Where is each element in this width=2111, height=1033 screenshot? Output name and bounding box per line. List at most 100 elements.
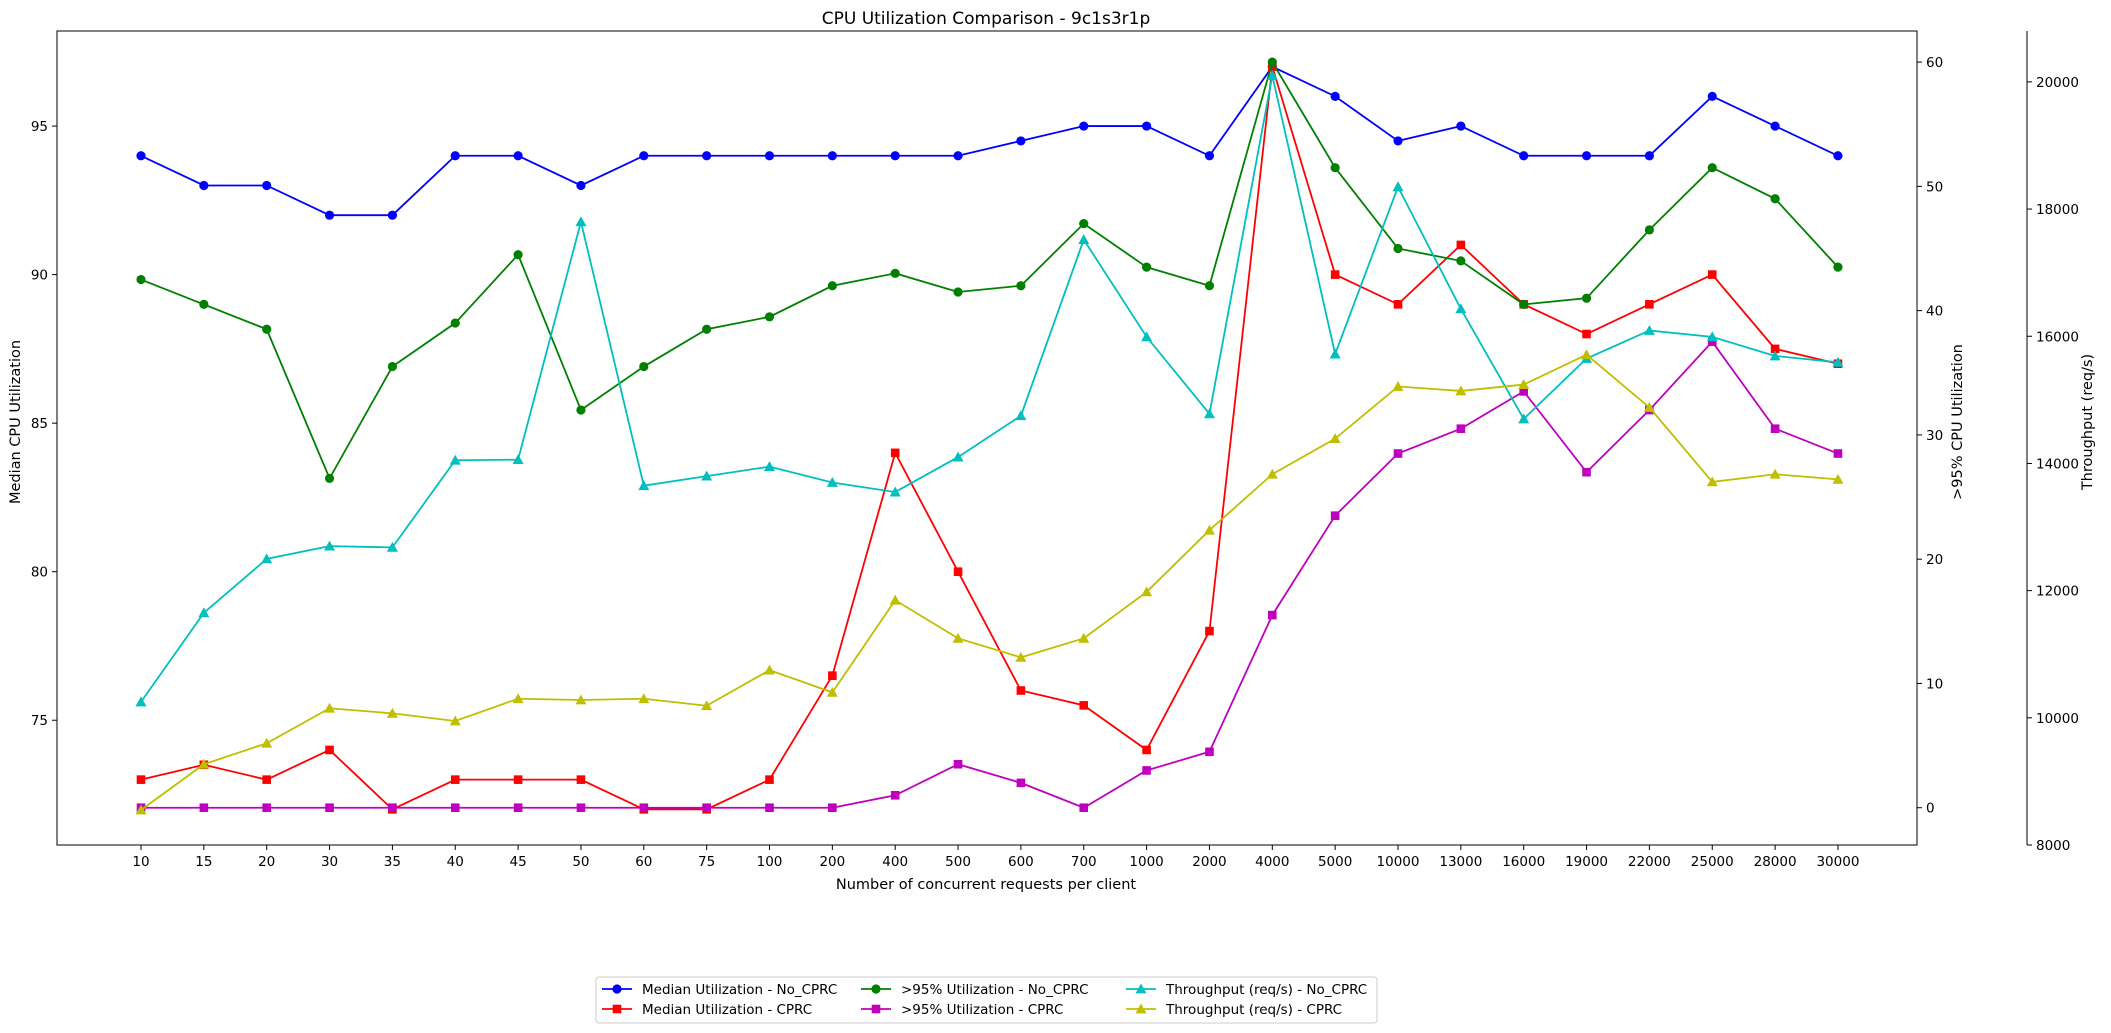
data-point: [1266, 468, 1278, 479]
data-point: [701, 700, 713, 711]
x-tick-label: 600: [1008, 854, 1034, 870]
data-point: [890, 151, 900, 161]
legend-swatch-marker: [612, 1004, 622, 1014]
y-tick-label-right1: 10: [1926, 676, 1943, 692]
y-tick-label-left: 90: [31, 268, 48, 284]
data-point: [1329, 348, 1341, 359]
data-point: [324, 540, 336, 551]
x-tick-label: 60: [635, 854, 652, 870]
data-point: [575, 694, 587, 705]
x-tick-label: 100: [757, 854, 783, 870]
y-tick-label-left: 85: [31, 416, 48, 432]
data-point: [1832, 356, 1844, 367]
x-tick-label: 40: [447, 854, 464, 870]
data-point: [1643, 401, 1655, 412]
data-point: [826, 477, 838, 487]
chart-title: CPU Utilization Comparison - 9c1s3r1p: [822, 9, 1151, 29]
data-point: [1707, 270, 1717, 279]
data-point: [828, 803, 837, 813]
data-point: [1267, 57, 1277, 67]
data-point: [1205, 747, 1214, 757]
y-tick-label-right1: 60: [1926, 55, 1943, 71]
data-point: [952, 451, 964, 462]
legend-label: >95% Utilization - No_CPRC: [901, 982, 1089, 998]
data-point: [576, 180, 586, 191]
y-tick-label-right2: 8000: [2036, 838, 2070, 854]
data-point: [1016, 778, 1026, 788]
data-point: [1706, 331, 1718, 342]
legend-swatch-marker: [612, 984, 622, 994]
legend-label: Median Utilization - No_CPRC: [642, 982, 837, 998]
data-point: [325, 803, 334, 813]
data-point: [449, 715, 461, 726]
data-point: [1142, 121, 1152, 131]
legend-item: Throughput (req/s) - No_CPRC: [1126, 982, 1367, 998]
data-point: [1582, 329, 1591, 339]
data-point: [450, 151, 460, 161]
data-point: [1770, 424, 1780, 433]
x-tick-label: 1000: [1129, 854, 1163, 870]
x-tick-label: 16000: [1502, 854, 1545, 870]
x-tick-label: 4000: [1255, 854, 1289, 870]
data-point: [262, 803, 271, 813]
data-point: [1203, 524, 1215, 535]
y-axis-label-right2: Throughput (req/s): [2080, 354, 2096, 491]
data-point: [889, 486, 901, 497]
data-point: [1015, 410, 1027, 421]
x-tick-label: 5000: [1318, 854, 1352, 870]
y-tick-label-left: 80: [31, 565, 48, 581]
data-point: [1518, 413, 1530, 424]
data-point: [702, 803, 711, 813]
data-point: [1015, 651, 1027, 662]
data-point: [1204, 281, 1215, 291]
data-point: [1643, 325, 1655, 335]
data-point: [1392, 380, 1404, 391]
data-point: [890, 268, 900, 278]
data-point: [764, 461, 775, 472]
data-point: [387, 210, 397, 220]
data-point: [324, 210, 335, 220]
x-tick-label: 75: [698, 854, 715, 870]
x-tick-label: 700: [1071, 854, 1097, 870]
data-point: [261, 737, 273, 748]
data-point: [1392, 181, 1404, 192]
data-point: [325, 745, 334, 755]
data-point: [1393, 243, 1403, 254]
y-tick-label-right1: 50: [1926, 179, 1943, 195]
legend-label: Throughput (req/s) - CPRC: [1165, 1002, 1342, 1018]
data-point: [764, 151, 775, 161]
y-tick-label-right2: 20000: [2036, 75, 2079, 91]
data-point: [135, 804, 147, 815]
legend: Median Utilization - No_CPRC Median Utili…: [595, 976, 1378, 1024]
data-point: [1581, 151, 1592, 161]
data-point: [1769, 350, 1781, 361]
x-tick-label: 25000: [1691, 854, 1734, 870]
x-tick-label: 13000: [1439, 854, 1482, 870]
data-point: [1456, 121, 1466, 131]
data-point: [1833, 449, 1843, 458]
data-point: [262, 324, 272, 334]
data-point: [1770, 121, 1780, 131]
data-point: [1079, 803, 1089, 813]
legend-item: Median Utilization - CPRC: [602, 1002, 812, 1018]
legend-label: Median Utilization - CPRC: [642, 1002, 812, 1018]
data-point: [639, 361, 649, 372]
data-point: [1330, 511, 1340, 520]
data-point: [136, 151, 146, 161]
x-tick-label: 35: [384, 854, 401, 870]
series-line: [140, 65, 1839, 217]
data-point: [1455, 385, 1467, 396]
data-point: [701, 470, 713, 481]
data-point: [1393, 136, 1403, 146]
data-point: [1769, 468, 1781, 479]
data-point: [1707, 337, 1717, 346]
data-point: [827, 151, 837, 161]
data-point: [513, 250, 523, 260]
data-point: [136, 274, 146, 285]
y-tick-label-right2: 10000: [2036, 711, 2079, 727]
data-point: [1204, 151, 1215, 161]
series-2: [136, 57, 1843, 483]
data-point: [1519, 299, 1529, 310]
data-point: [450, 803, 460, 813]
x-tick-label: 500: [945, 854, 971, 870]
